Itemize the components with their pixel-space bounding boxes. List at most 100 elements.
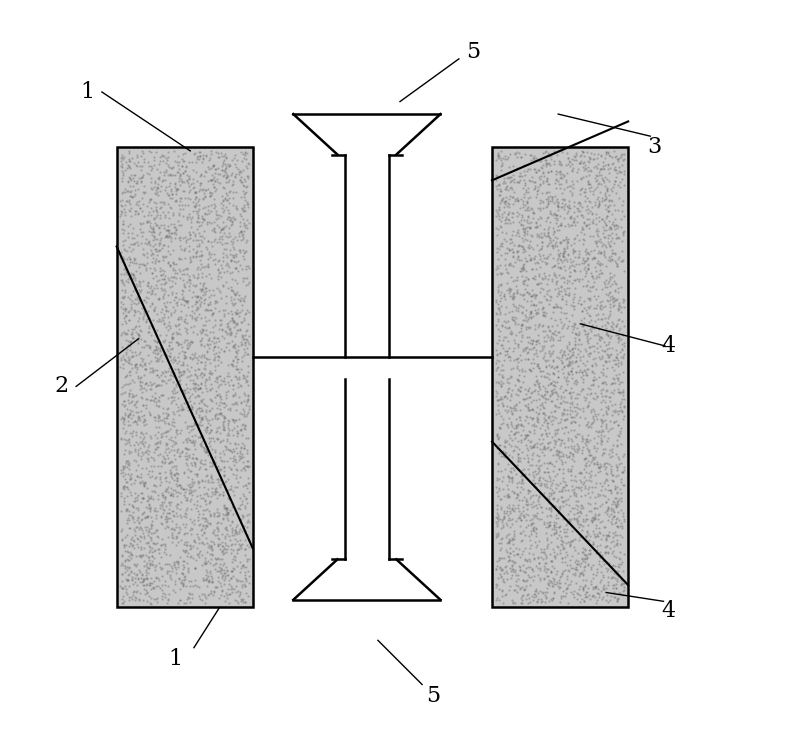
Point	[537, 365, 550, 377]
Point	[122, 145, 135, 157]
Point	[606, 446, 618, 458]
Point	[148, 303, 161, 315]
Point	[551, 197, 564, 208]
Point	[162, 361, 175, 373]
Point	[502, 213, 514, 224]
Point	[229, 481, 242, 493]
Point	[149, 288, 162, 300]
Point	[142, 326, 154, 338]
Point	[604, 199, 617, 210]
Point	[201, 573, 214, 584]
Point	[166, 490, 179, 502]
Point	[577, 161, 590, 173]
Point	[521, 216, 534, 227]
Point	[516, 447, 529, 459]
Point	[160, 166, 173, 178]
Point	[578, 164, 590, 176]
Point	[583, 347, 596, 359]
Point	[201, 566, 214, 578]
Point	[149, 538, 162, 550]
Point	[166, 169, 179, 181]
Point	[570, 495, 582, 507]
Point	[217, 375, 230, 386]
Point	[140, 257, 153, 269]
Point	[234, 534, 246, 546]
Point	[498, 436, 511, 448]
Point	[208, 163, 221, 175]
Point	[538, 543, 550, 555]
Point	[187, 580, 200, 592]
Point	[124, 445, 137, 457]
Point	[496, 208, 509, 220]
Point	[613, 367, 626, 379]
Point	[138, 309, 151, 321]
Point	[172, 561, 185, 573]
Point	[536, 344, 549, 355]
Point	[518, 393, 531, 405]
Point	[515, 254, 528, 266]
Point	[529, 338, 542, 350]
Point	[138, 210, 150, 222]
Point	[586, 322, 598, 333]
Point	[526, 474, 539, 486]
Point	[186, 279, 199, 291]
Point	[147, 182, 160, 194]
Point	[558, 564, 571, 576]
Point	[582, 213, 595, 225]
Point	[207, 455, 220, 467]
Point	[221, 590, 234, 601]
Point	[545, 340, 558, 352]
Point	[557, 565, 570, 577]
Point	[232, 414, 245, 425]
Point	[523, 252, 536, 264]
Point	[201, 304, 214, 316]
Point	[555, 357, 568, 369]
Point	[218, 221, 230, 233]
Point	[230, 250, 242, 262]
Point	[586, 525, 599, 537]
Point	[559, 484, 572, 496]
Point	[518, 309, 531, 321]
Point	[510, 247, 523, 258]
Point	[541, 540, 554, 552]
Point	[538, 272, 551, 284]
Point	[527, 300, 540, 311]
Point	[510, 152, 523, 163]
Point	[242, 553, 255, 565]
Point	[531, 553, 544, 565]
Point	[242, 461, 255, 473]
Point	[236, 576, 249, 587]
Point	[542, 490, 555, 502]
Point	[608, 213, 621, 225]
Point	[541, 481, 554, 493]
Point	[225, 484, 238, 495]
Point	[556, 271, 569, 283]
Point	[549, 424, 562, 436]
Point	[163, 588, 176, 600]
Point	[607, 322, 620, 334]
Point	[499, 247, 512, 259]
Point	[499, 544, 512, 556]
Point	[232, 163, 245, 175]
Point	[616, 154, 629, 166]
Point	[178, 231, 191, 243]
Point	[135, 570, 148, 581]
Point	[146, 515, 159, 527]
Point	[540, 475, 553, 487]
Point	[568, 319, 581, 330]
Point	[577, 583, 590, 595]
Point	[209, 175, 222, 187]
Point	[226, 210, 239, 222]
Point	[587, 153, 600, 165]
Point	[226, 312, 238, 324]
Point	[507, 186, 520, 198]
Point	[238, 464, 251, 476]
Point	[572, 521, 585, 533]
Point	[518, 188, 530, 200]
Point	[497, 400, 510, 411]
Point	[224, 519, 237, 531]
Point	[189, 377, 202, 389]
Point	[137, 428, 150, 440]
Point	[126, 511, 138, 523]
Point	[118, 407, 131, 419]
